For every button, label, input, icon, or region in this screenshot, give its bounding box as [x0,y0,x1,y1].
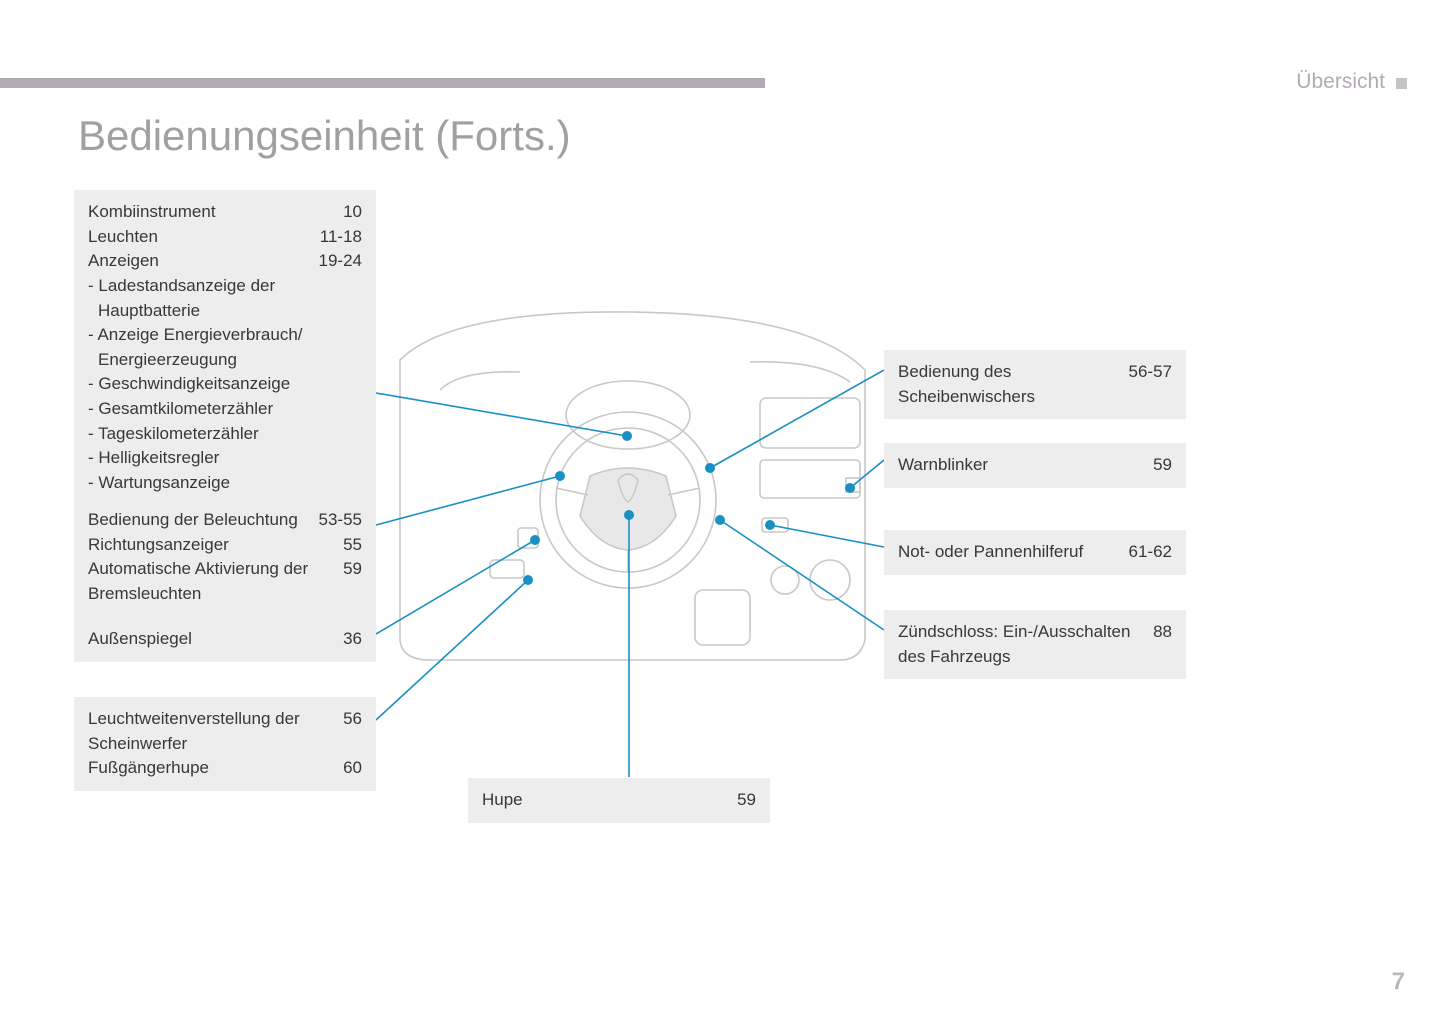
sub-item: - Tageskilometerzähler [88,422,362,447]
sub-item: - Anzeige Energieverbrauch/ Energieerzeu… [88,323,362,372]
row-label: Kombiinstrument [88,200,335,225]
box-lighting: Bedienung der Beleuchtung53-55Richtungsa… [74,498,376,617]
row-label: Bedienung des Scheibenwischers [898,360,1121,409]
row-pages: 56-57 [1121,360,1172,385]
row-pages: 19-24 [311,249,362,274]
row-pages: 60 [335,756,362,781]
info-row: Warnblinker59 [898,453,1172,478]
row-pages: 11-18 [312,225,362,250]
row-label: Warnblinker [898,453,1145,478]
info-row: Bedienung des Scheibenwischers56-57 [898,360,1172,409]
info-row: Bedienung der Beleuchtung53-55 [88,508,362,533]
box-horn: Hupe59 [468,778,770,823]
box-hazard: Warnblinker59 [884,443,1186,488]
row-pages: 59 [335,557,362,582]
row-label: Richtungsanzeiger [88,533,335,558]
dashboard-illustration [390,300,875,670]
row-pages: 88 [1145,620,1172,645]
section-label: Übersicht [1296,70,1385,94]
row-label: Leuchtweitenverstellung der Scheinwerfer [88,707,335,756]
row-label: Automatische Aktivierung der Bremsleucht… [88,557,335,606]
info-row: Leuchtweitenverstellung der Scheinwerfer… [88,707,362,756]
info-row: Richtungsanzeiger55 [88,533,362,558]
sub-item: - Helligkeitsregler [88,446,362,471]
row-label: Außenspiegel [88,627,335,652]
row-label: Not- oder Pannenhilferuf [898,540,1121,565]
info-row: Automatische Aktivierung der Bremsleucht… [88,557,362,606]
info-row: Hupe59 [482,788,756,813]
info-row: Außenspiegel36 [88,627,362,652]
info-row: Zündschloss: Ein-/Ausschalten des Fahrze… [898,620,1172,669]
row-label: Fußgängerhupe [88,756,335,781]
sub-item: - Ladestandsanzeige der Hauptbatterie [88,274,362,323]
row-label: Anzeigen [88,249,311,274]
sub-item: - Geschwindigkeitsanzeige [88,372,362,397]
box-instruments: Kombiinstrument10Leuchten11-18Anzeigen19… [74,190,376,530]
row-pages: 59 [1145,453,1172,478]
info-row: Fußgängerhupe60 [88,756,362,781]
sub-item: - Wartungsanzeige [88,471,362,496]
info-row: Leuchten11-18 [88,225,362,250]
page-title: Bedienungseinheit (Forts.) [78,112,571,160]
row-pages: 36 [335,627,362,652]
info-row: Kombiinstrument10 [88,200,362,225]
row-pages: 10 [335,200,362,225]
row-pages: 55 [335,533,362,558]
row-label: Zündschloss: Ein-/Ausschalten des Fahrze… [898,620,1145,669]
row-pages: 53-55 [311,508,362,533]
header-accent-bar [0,78,765,88]
info-row: Not- oder Pannenhilferuf61-62 [898,540,1172,565]
box-ignition: Zündschloss: Ein-/Ausschalten des Fahrze… [884,610,1186,679]
row-label: Leuchten [88,225,312,250]
page-number: 7 [1392,968,1405,996]
info-row: Anzeigen19-24 [88,249,362,274]
box-emergency-call: Not- oder Pannenhilferuf61-62 [884,530,1186,575]
row-pages: 56 [335,707,362,732]
row-label: Bedienung der Beleuchtung [88,508,311,533]
box-headlight-adjust: Leuchtweitenverstellung der Scheinwerfer… [74,697,376,791]
section-marker [1396,78,1407,89]
row-label: Hupe [482,788,729,813]
row-pages: 61-62 [1121,540,1172,565]
row-pages: 59 [729,788,756,813]
box-wiper: Bedienung des Scheibenwischers56-57 [884,350,1186,419]
box-mirrors: Außenspiegel36 [74,617,376,662]
sub-item: - Gesamtkilometerzähler [88,397,362,422]
